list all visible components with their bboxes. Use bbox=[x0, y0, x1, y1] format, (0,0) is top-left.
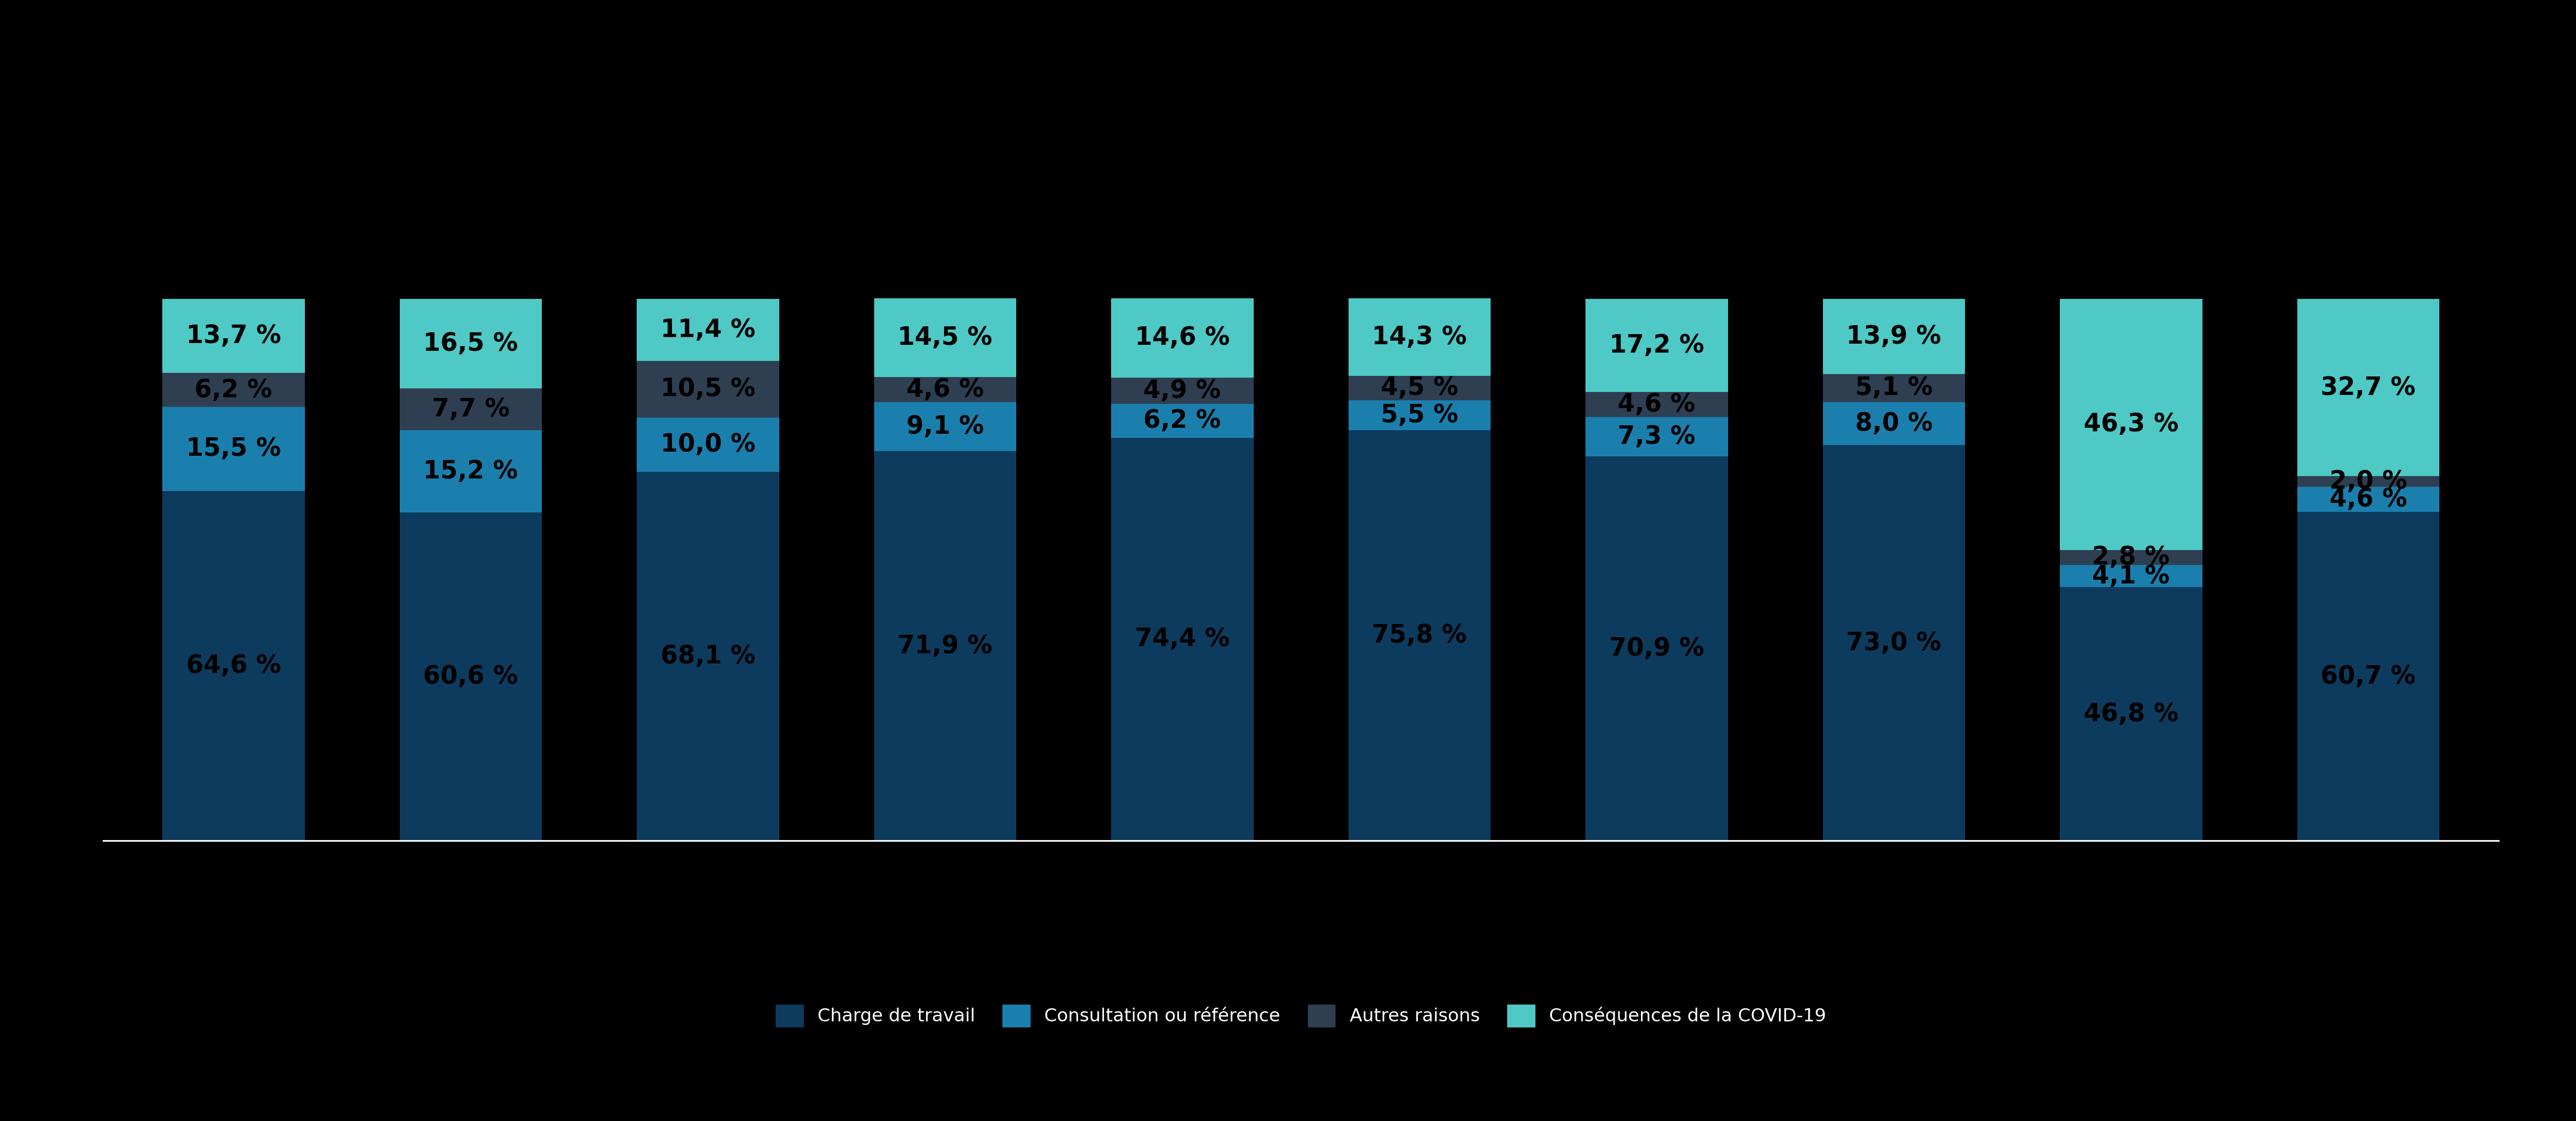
Text: 46,3 %: 46,3 % bbox=[2084, 411, 2179, 437]
Bar bbox=[162, 299, 304, 373]
Bar bbox=[873, 402, 1018, 451]
Bar bbox=[2298, 512, 2439, 841]
Text: 13,7 %: 13,7 % bbox=[185, 324, 281, 349]
Text: 14,5 %: 14,5 % bbox=[896, 325, 992, 350]
Text: 7,7 %: 7,7 % bbox=[433, 397, 510, 421]
Text: 6,2 %: 6,2 % bbox=[196, 378, 273, 402]
Bar bbox=[162, 373, 304, 407]
Bar bbox=[2298, 476, 2439, 487]
Text: 16,5 %: 16,5 % bbox=[422, 331, 518, 356]
Bar bbox=[399, 512, 541, 841]
Text: 10,5 %: 10,5 % bbox=[659, 377, 755, 401]
Bar bbox=[1584, 417, 1728, 456]
Text: 4,6 %: 4,6 % bbox=[907, 377, 984, 402]
Text: 6,2 %: 6,2 % bbox=[1144, 408, 1221, 434]
Bar bbox=[1110, 378, 1255, 404]
Legend: Charge de travail, Consultation ou référence, Autres raisons, Conséquences de la: Charge de travail, Consultation ou référ… bbox=[775, 1004, 1826, 1027]
Bar bbox=[636, 418, 778, 472]
Text: 14,3 %: 14,3 % bbox=[1373, 325, 1466, 350]
Text: 4,6 %: 4,6 % bbox=[2329, 487, 2406, 512]
Text: 2,8 %: 2,8 % bbox=[2092, 545, 2169, 569]
Text: 68,1 %: 68,1 % bbox=[659, 643, 755, 669]
Bar bbox=[2298, 487, 2439, 512]
Bar bbox=[1584, 299, 1728, 392]
Text: 32,7 %: 32,7 % bbox=[2321, 376, 2416, 400]
Bar bbox=[636, 472, 778, 841]
Text: 15,5 %: 15,5 % bbox=[185, 436, 281, 461]
Text: 13,9 %: 13,9 % bbox=[1847, 324, 1942, 349]
Text: 71,9 %: 71,9 % bbox=[896, 633, 992, 658]
Bar bbox=[2061, 299, 2202, 549]
Text: 14,6 %: 14,6 % bbox=[1136, 325, 1229, 351]
Bar bbox=[1347, 298, 1492, 376]
Text: 64,6 %: 64,6 % bbox=[185, 654, 281, 678]
Bar bbox=[1110, 404, 1255, 437]
Bar bbox=[399, 430, 541, 512]
Text: 60,6 %: 60,6 % bbox=[422, 664, 518, 689]
Bar bbox=[1824, 299, 1965, 374]
Bar bbox=[1110, 298, 1255, 378]
Bar bbox=[1347, 400, 1492, 430]
Text: 4,1 %: 4,1 % bbox=[2092, 564, 2169, 589]
Bar bbox=[2061, 549, 2202, 565]
Bar bbox=[2061, 565, 2202, 587]
Bar bbox=[1584, 392, 1728, 417]
Bar bbox=[636, 361, 778, 418]
Text: 4,6 %: 4,6 % bbox=[1618, 392, 1695, 417]
Bar bbox=[873, 298, 1018, 377]
Bar bbox=[1584, 456, 1728, 841]
Text: 7,3 %: 7,3 % bbox=[1618, 424, 1695, 450]
Text: 75,8 %: 75,8 % bbox=[1373, 623, 1466, 648]
Bar bbox=[399, 299, 541, 388]
Text: 15,2 %: 15,2 % bbox=[422, 458, 518, 484]
Bar bbox=[873, 451, 1018, 841]
Bar bbox=[1347, 376, 1492, 400]
Text: 70,9 %: 70,9 % bbox=[1610, 636, 1705, 661]
Bar bbox=[873, 377, 1018, 402]
Text: 4,9 %: 4,9 % bbox=[1144, 378, 1221, 404]
Bar bbox=[1110, 437, 1255, 841]
Bar bbox=[636, 299, 778, 361]
Text: 4,5 %: 4,5 % bbox=[1381, 376, 1458, 400]
Text: 9,1 %: 9,1 % bbox=[907, 414, 984, 439]
Text: 11,4 %: 11,4 % bbox=[659, 317, 755, 342]
Bar bbox=[162, 491, 304, 841]
Bar bbox=[399, 388, 541, 430]
Text: 8,0 %: 8,0 % bbox=[1855, 411, 1932, 436]
Bar bbox=[2298, 299, 2439, 476]
Bar bbox=[162, 407, 304, 491]
Text: 74,4 %: 74,4 % bbox=[1136, 627, 1229, 651]
Text: 10,0 %: 10,0 % bbox=[659, 433, 755, 457]
Bar bbox=[1824, 445, 1965, 841]
Text: 17,2 %: 17,2 % bbox=[1610, 333, 1705, 358]
Text: 73,0 %: 73,0 % bbox=[1847, 630, 1942, 656]
Bar bbox=[1824, 402, 1965, 445]
Text: 46,8 %: 46,8 % bbox=[2084, 702, 2179, 726]
Text: 5,5 %: 5,5 % bbox=[1381, 402, 1458, 428]
Text: 2,0 %: 2,0 % bbox=[2329, 469, 2406, 494]
Bar bbox=[2061, 587, 2202, 841]
Bar bbox=[1824, 374, 1965, 402]
Text: 60,7 %: 60,7 % bbox=[2321, 664, 2416, 688]
Text: 5,1 %: 5,1 % bbox=[1855, 376, 1932, 400]
Bar bbox=[1347, 430, 1492, 841]
